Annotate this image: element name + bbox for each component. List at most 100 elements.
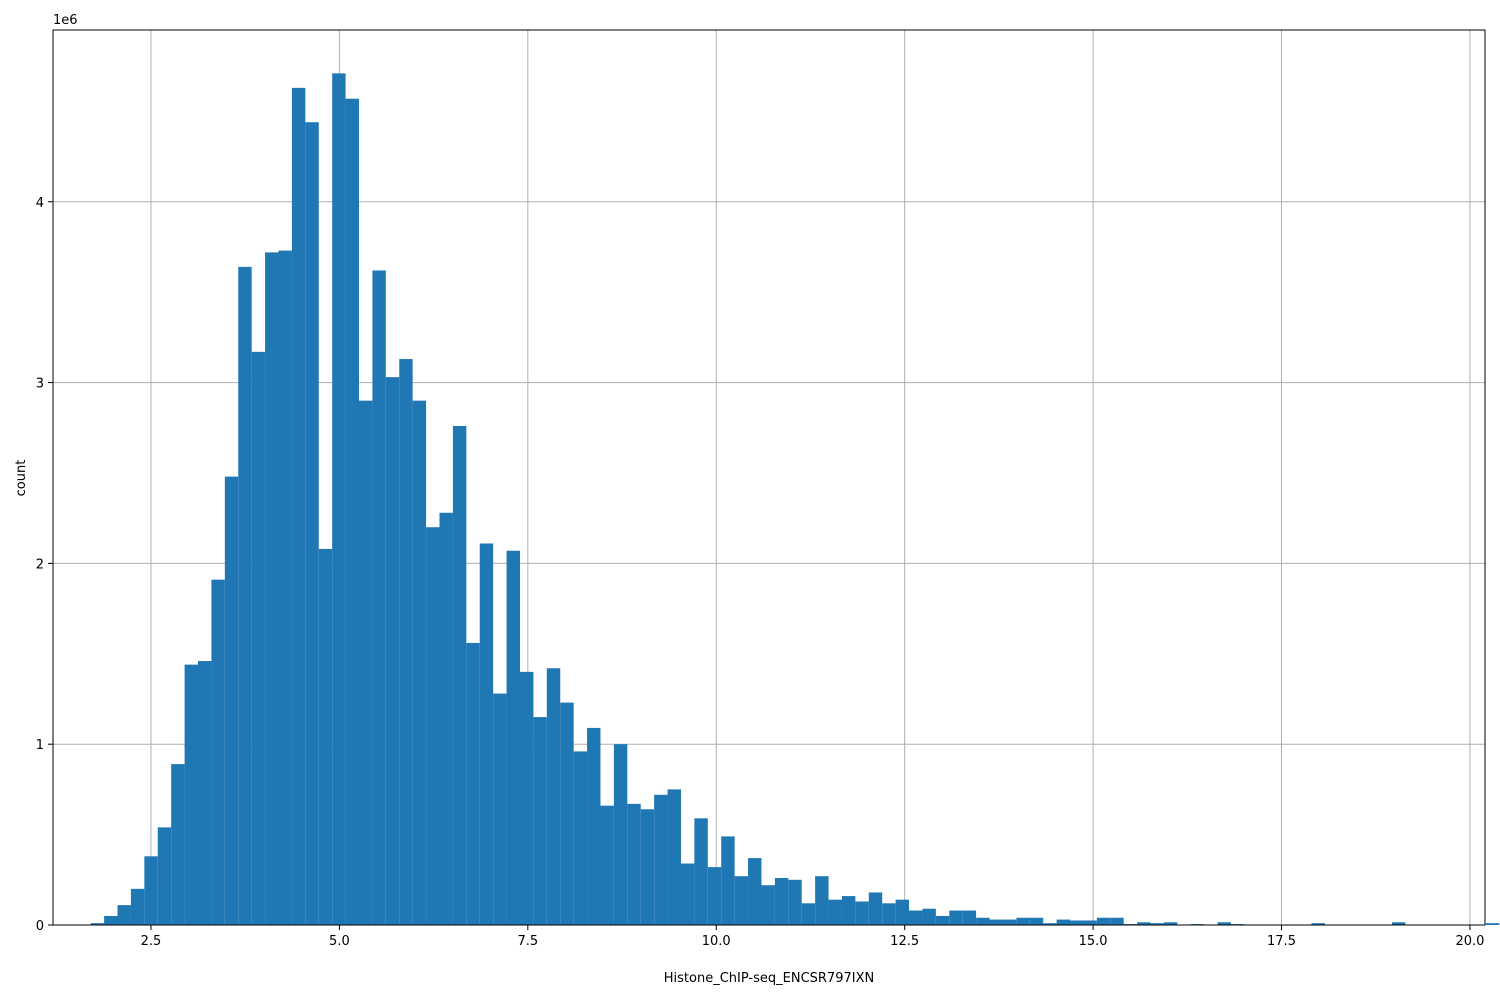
histogram-bar	[278, 250, 292, 925]
histogram-bar	[546, 668, 561, 925]
histogram-bar	[922, 908, 936, 925]
histogram-bar	[573, 751, 588, 925]
histogram-bar	[828, 899, 842, 925]
histogram-bar	[1096, 917, 1111, 925]
histogram-bar	[211, 579, 225, 925]
histogram-bar	[801, 903, 816, 925]
histogram-bar	[1110, 917, 1124, 925]
histogram-bar	[265, 252, 279, 926]
histogram-bar	[426, 527, 440, 925]
histogram-bar	[1070, 920, 1084, 925]
histogram-bar	[1217, 922, 1232, 925]
histogram-bar	[399, 359, 413, 926]
histogram-bar	[171, 764, 185, 925]
histogram-bar	[600, 805, 614, 925]
histogram-bar	[251, 351, 266, 925]
x-tick-label: 12.5	[890, 934, 919, 949]
histogram-bar	[412, 400, 427, 925]
histogram-bar	[385, 377, 400, 926]
histogram-bar	[1391, 922, 1406, 925]
histogram-bar	[291, 87, 306, 926]
histogram-bar	[868, 892, 883, 925]
x-tick-label: 5.0	[329, 934, 350, 949]
histogram-bar	[1043, 923, 1057, 925]
histogram-bar	[761, 885, 775, 925]
histogram-bar	[157, 827, 172, 925]
histogram-bar	[493, 693, 507, 925]
histogram-bar	[1163, 922, 1178, 925]
histogram-bar	[680, 863, 695, 925]
histogram-bar	[533, 717, 547, 925]
histogram-bar	[882, 903, 896, 925]
histogram-bar	[1002, 919, 1017, 925]
histogram-bar	[976, 917, 990, 925]
histogram-bar	[198, 661, 212, 925]
histogram-bar	[479, 543, 494, 925]
y-tick-label: 3	[36, 377, 44, 392]
histogram-bar	[694, 818, 708, 925]
histogram-bar	[1137, 922, 1151, 925]
histogram-bar	[935, 915, 950, 925]
histogram-bar	[627, 803, 641, 925]
y-tick-label: 2	[36, 557, 44, 572]
histogram-bar	[318, 548, 333, 925]
histogram-bar	[1056, 919, 1071, 925]
histogram-bar	[841, 896, 856, 925]
histogram-bar	[1150, 923, 1164, 925]
y-multiplier-label: 1e6	[53, 13, 78, 28]
histogram-bar	[238, 266, 252, 925]
histogram-bar	[90, 923, 105, 925]
histogram-bar	[130, 888, 145, 925]
histogram-bar	[909, 910, 923, 925]
histogram-bar	[1311, 923, 1325, 925]
histogram-bar	[855, 901, 869, 925]
histogram-bar	[748, 858, 762, 925]
x-tick-label: 15.0	[1079, 934, 1108, 949]
histogram-bar	[345, 98, 359, 925]
y-tick-label: 0	[36, 919, 44, 934]
histogram-bar	[734, 876, 749, 925]
x-tick-label: 7.5	[517, 934, 538, 949]
histogram-bar	[1016, 917, 1030, 925]
histogram-bar	[1083, 920, 1097, 925]
histogram-bar	[466, 642, 480, 925]
histogram-bar	[184, 664, 199, 925]
tick-labels: 2.5 5.0 7.5 10.0 12.5 15.0 17.5 20.0 0 1 2 3 4	[36, 196, 1485, 949]
histogram-bars	[90, 73, 1500, 926]
histogram-bar	[667, 789, 681, 925]
y-tick-label: 1	[36, 738, 44, 753]
x-tick-label: 20.0	[1455, 934, 1484, 949]
histogram-bar	[895, 899, 910, 925]
histogram-bar	[519, 671, 534, 925]
y-tick-label: 4	[36, 196, 44, 211]
histogram-bar	[613, 744, 628, 925]
histogram-bar	[224, 476, 239, 925]
histogram-bar	[774, 877, 789, 925]
histogram-bar	[560, 702, 574, 925]
histogram-bar	[949, 910, 963, 925]
histogram-bar	[144, 856, 158, 925]
x-tick-label: 17.5	[1267, 934, 1296, 949]
histogram-bar	[788, 879, 802, 925]
x-axis-label: Histone_ChIP-seq_ENCSR797IXN	[664, 971, 874, 986]
histogram-bar	[452, 425, 467, 925]
histogram-bar	[439, 512, 453, 925]
x-tick-label: 2.5	[141, 934, 162, 949]
histogram-bar	[640, 809, 655, 925]
histogram-bar	[721, 836, 735, 925]
histogram-bar	[358, 400, 373, 925]
histogram-bar	[506, 550, 520, 925]
histogram-bar	[815, 876, 829, 925]
histogram-bar	[305, 122, 319, 926]
histogram-bar	[332, 73, 346, 926]
histogram-bar	[654, 794, 668, 925]
histogram-bar	[1485, 923, 1500, 925]
histogram-bar	[104, 915, 118, 925]
x-tick-label: 10.0	[702, 934, 731, 949]
histogram-bar	[372, 270, 386, 926]
plot-frame	[52, 29, 1486, 926]
histogram-bar	[587, 727, 601, 925]
histogram-bar	[989, 919, 1003, 925]
histogram-bar	[707, 867, 722, 925]
